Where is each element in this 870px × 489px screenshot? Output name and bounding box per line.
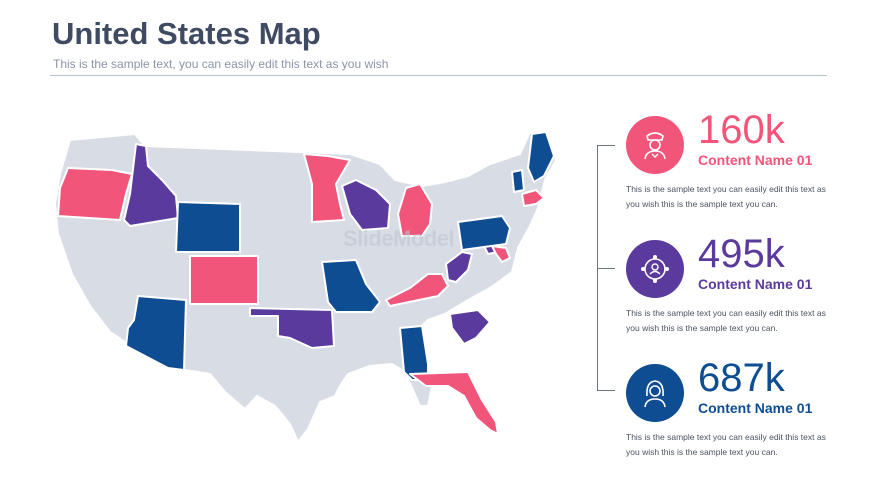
woman-avatar-icon bbox=[644, 380, 666, 408]
page-subtitle: This is the sample text, you can easily … bbox=[53, 57, 389, 71]
us-map bbox=[50, 124, 610, 454]
state-kentucky bbox=[385, 273, 449, 307]
item-2-circle bbox=[626, 240, 684, 298]
state-vermont bbox=[511, 169, 525, 193]
state-minnesota bbox=[303, 153, 351, 223]
state-missouri bbox=[321, 259, 381, 313]
state-wyoming bbox=[175, 201, 241, 253]
item-1-description: This is the sample text you can easily e… bbox=[626, 184, 826, 209]
state-south-carolina bbox=[449, 309, 491, 345]
item-1-value: 160k bbox=[698, 108, 785, 152]
watermark-text: SlideModel bbox=[343, 226, 455, 251]
police-officer-icon bbox=[644, 132, 666, 160]
state-wisconsin bbox=[341, 179, 391, 231]
item-3-value: 687k bbox=[698, 356, 785, 400]
item-3-description: This is the sample text you can easily e… bbox=[626, 432, 826, 457]
connector-mid-line bbox=[597, 268, 615, 269]
item-2-value: 495k bbox=[698, 232, 785, 276]
item-2-name: Content Name 01 bbox=[698, 276, 813, 292]
state-colorado bbox=[189, 255, 259, 305]
state-maine bbox=[527, 131, 555, 183]
item-3-circle bbox=[626, 364, 684, 422]
state-oklahoma bbox=[249, 307, 335, 349]
state-alabama bbox=[399, 325, 429, 381]
state-massachusetts bbox=[521, 189, 545, 207]
state-michigan bbox=[397, 183, 433, 237]
item-1-circle bbox=[626, 116, 684, 174]
item-3-name: Content Name 01 bbox=[698, 400, 813, 416]
item-2-description: This is the sample text you can easily e… bbox=[626, 308, 826, 333]
network-people-icon bbox=[641, 255, 669, 283]
state-oregon bbox=[57, 167, 133, 221]
state-arizona bbox=[125, 295, 187, 371]
title-divider bbox=[50, 75, 827, 76]
state-pennsylvania bbox=[457, 215, 511, 251]
page-title: United States Map bbox=[52, 16, 321, 51]
us-map-svg bbox=[54, 131, 557, 443]
item-1-name: Content Name 01 bbox=[698, 152, 813, 168]
state-florida bbox=[409, 371, 499, 435]
state-west-virginia bbox=[445, 251, 473, 283]
state-maryland bbox=[491, 245, 511, 263]
